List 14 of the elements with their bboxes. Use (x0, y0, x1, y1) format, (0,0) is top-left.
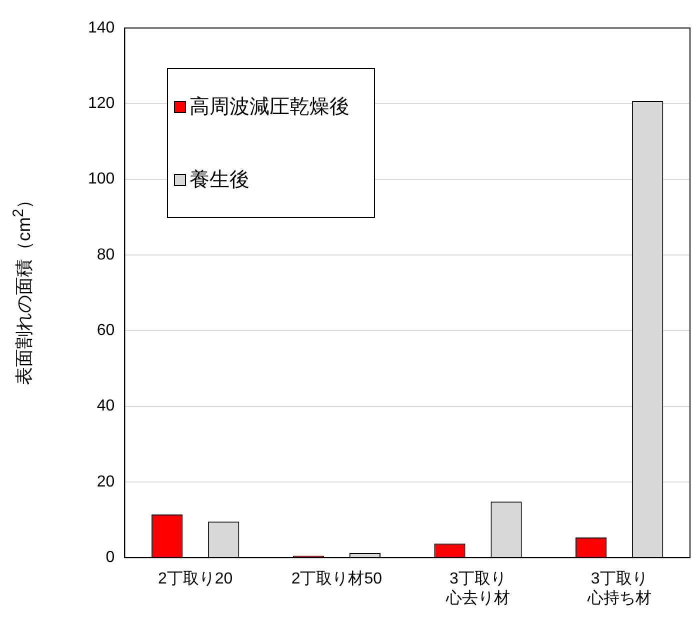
legend-label: 高周波減圧乾燥後 (190, 95, 350, 120)
y-tick-label: 0 (106, 549, 115, 566)
x-tick-label: 2丁取り材50 (291, 570, 382, 588)
legend-label: 養生後 (190, 168, 250, 193)
y-tick-label: 80 (96, 246, 115, 264)
x-tick-label: 3丁取り心持ち材 (586, 570, 652, 607)
y-tick-label: 60 (96, 322, 115, 340)
y-tick-label: 20 (96, 473, 115, 490)
x-tick-label: 2丁取り20 (158, 570, 233, 588)
y-tick-label: 140 (88, 19, 115, 36)
x-tick-label: 3丁取り心去り材 (445, 570, 510, 607)
y-tick-label: 120 (88, 95, 115, 112)
y-tick-label: 40 (96, 398, 115, 415)
y-tick-label: 100 (88, 170, 115, 188)
